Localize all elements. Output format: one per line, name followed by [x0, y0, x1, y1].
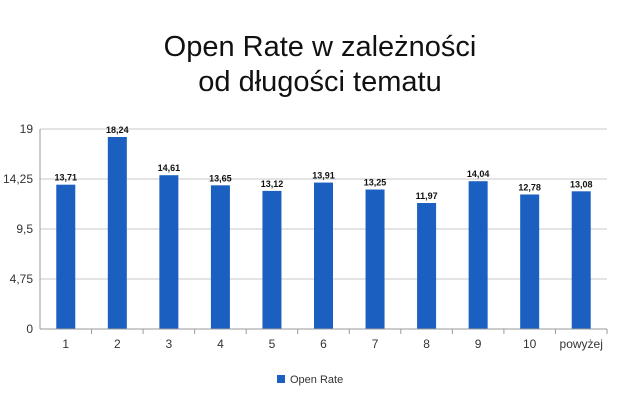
legend: Open Rate: [277, 374, 343, 386]
data-label: 13,08: [570, 179, 593, 189]
x-tick-label: 9: [475, 337, 482, 351]
y-tick-label: 0: [26, 322, 33, 336]
data-label: 18,24: [106, 125, 129, 135]
data-label: 13,25: [364, 178, 387, 188]
legend-label: Open Rate: [290, 374, 343, 386]
legend-swatch: [277, 375, 285, 383]
bar: [468, 181, 488, 329]
data-label: 13,71: [55, 173, 78, 183]
x-tick-label: powyżej: [560, 337, 603, 351]
x-tick-label: 6: [320, 337, 327, 351]
data-label: 14,61: [158, 163, 181, 173]
x-tick-label: 8: [423, 337, 430, 351]
chart-title-line-1: Open Rate w zależności: [164, 31, 477, 63]
data-label: 11,97: [416, 191, 438, 201]
y-tick-label: 14,25: [3, 172, 33, 186]
y-axis: 0 4,75 9,5 14,25 19: [3, 122, 41, 336]
bar: [571, 191, 591, 329]
x-tick-label: 5: [269, 337, 276, 351]
bar: [314, 182, 333, 329]
x-tick-label: 3: [166, 337, 173, 351]
data-label: 13,12: [261, 179, 284, 189]
x-axis: 1 2 3 4 5 6 7 8 9 10 powyżej: [40, 328, 608, 351]
data-label: 12,78: [518, 182, 541, 192]
data-label: 13,65: [209, 173, 232, 183]
x-tick-label: 2: [114, 337, 121, 351]
bar: [107, 137, 127, 329]
x-tick-label: 4: [217, 337, 224, 351]
x-tick-label: 1: [62, 337, 69, 351]
y-tick-label: 19: [20, 122, 34, 136]
y-tick-label: 4,75: [10, 272, 34, 286]
bar: [56, 184, 76, 329]
bar: [365, 189, 385, 329]
data-label: 14,04: [467, 169, 490, 179]
bar: [417, 203, 437, 329]
x-tick-label: 7: [372, 337, 379, 351]
bar: [262, 190, 282, 329]
data-label: 13,91: [312, 171, 335, 181]
bar: [159, 175, 179, 329]
y-tick-label: 9,5: [16, 222, 33, 236]
bar: [520, 194, 540, 329]
bar: [210, 185, 230, 329]
x-tick-label: 10: [523, 337, 537, 351]
bars: 13,71 18,24 14,61 13,65 13,12 13,91 13,25 11,97…: [55, 125, 593, 329]
chart-title-line-2: od długości tematu: [198, 66, 441, 98]
